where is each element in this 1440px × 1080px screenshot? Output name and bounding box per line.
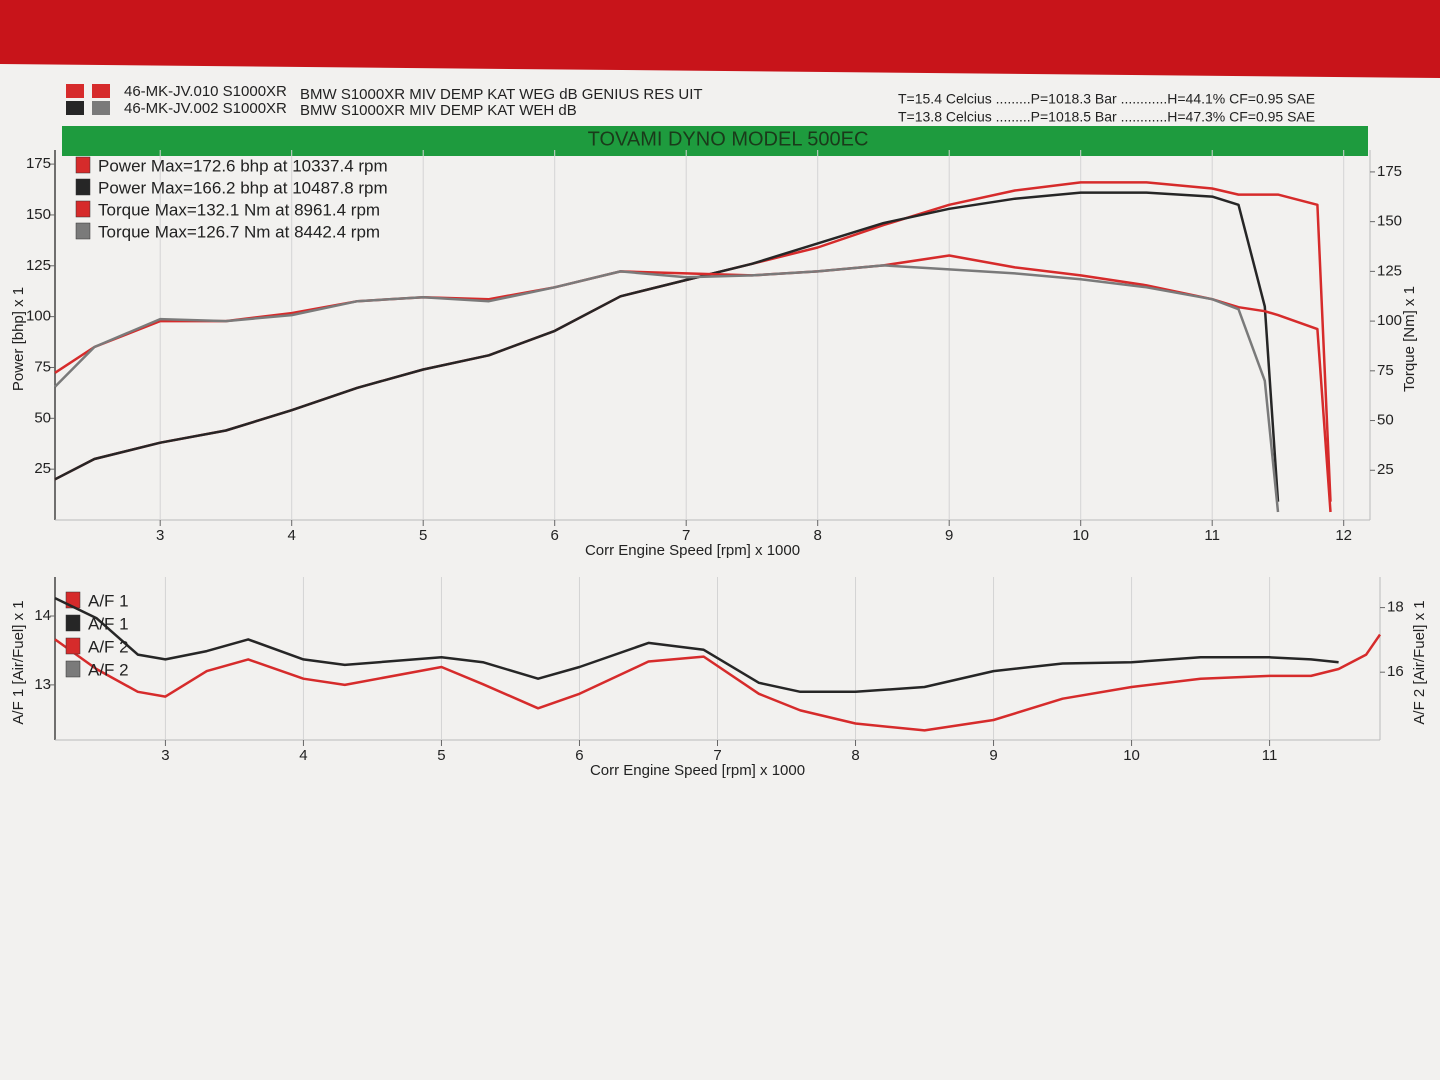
- legend-label: Torque Max=126.7 Nm at 8442.4 rpm: [98, 222, 380, 241]
- run-conditions: T=13.8 Celcius .........P=1018.5 Bar ...…: [898, 109, 1315, 125]
- legend-label: A/F 2: [88, 660, 129, 679]
- swatch: [92, 84, 110, 98]
- y2-tick-label: 18: [1387, 599, 1404, 616]
- x-tick-label: 4: [299, 747, 307, 764]
- x-tick-label: 10: [1072, 527, 1089, 544]
- legend-swatch: [65, 614, 81, 632]
- run-code: 46-MK-JV.010 S1000XR: [124, 83, 287, 100]
- legend-label: A/F 1: [88, 591, 129, 610]
- x-tick-label: 4: [288, 527, 296, 544]
- chart-title: TOVAMI DYNO MODEL 500EC: [588, 128, 869, 150]
- y2-tick-label: 16: [1387, 663, 1404, 680]
- series-line: [54, 191, 1280, 502]
- swatch: [66, 101, 84, 115]
- legend-swatch: [75, 156, 91, 174]
- legend-label: Power Max=172.6 bhp at 10337.4 rpm: [98, 156, 388, 175]
- x-tick-label: 9: [945, 527, 953, 544]
- y2-tick-label: 125: [1377, 262, 1402, 279]
- y-tick-label: 14: [34, 607, 51, 624]
- y-tick-label: 50: [34, 409, 51, 426]
- series-line: [54, 633, 1382, 732]
- paper: [0, 64, 1440, 1080]
- y-tick-label: 25: [34, 460, 51, 477]
- swatch: [66, 84, 84, 98]
- x-tick-label: 6: [551, 527, 559, 544]
- legend-swatch: [65, 660, 81, 678]
- x-tick-label: 6: [575, 747, 583, 764]
- run-conditions: T=15.4 Celcius .........P=1018.3 Bar ...…: [898, 91, 1315, 107]
- y2-tick-label: 25: [1377, 461, 1394, 478]
- y2-axis-label: A/F 2 [Air/Fuel] x 1: [1411, 600, 1428, 724]
- x-tick-label: 5: [419, 527, 427, 544]
- y-axis-label: Power [bhp] x 1: [10, 287, 27, 391]
- y2-axis-label: Torque [Nm] x 1: [1401, 286, 1418, 392]
- x-tick-label: 8: [814, 527, 822, 544]
- x-tick-label: 12: [1335, 527, 1352, 544]
- x-tick-label: 7: [713, 747, 721, 764]
- y-tick-label: 75: [34, 358, 51, 375]
- legend-label: A/F 2: [88, 637, 129, 656]
- x-tick-label: 7: [682, 527, 690, 544]
- y-tick-label: 150: [26, 206, 51, 223]
- title-bar: [62, 126, 1368, 156]
- y-tick-label: 13: [34, 676, 51, 693]
- legend-swatch: [75, 178, 91, 196]
- run-description: BMW S1000XR MIV DEMP KAT WEG dB GENIUS R…: [300, 86, 703, 103]
- y2-tick-label: 150: [1377, 213, 1402, 230]
- legend-swatch: [75, 222, 91, 240]
- swatch: [92, 101, 110, 115]
- legend-label: Power Max=166.2 bhp at 10487.8 rpm: [98, 178, 388, 197]
- x-tick-label: 3: [156, 527, 164, 544]
- y-tick-label: 125: [26, 257, 51, 274]
- y2-tick-label: 50: [1377, 412, 1394, 429]
- x-tick-label: 5: [437, 747, 445, 764]
- run-code: 46-MK-JV.002 S1000XR: [124, 100, 287, 117]
- series-line: [54, 596, 1339, 694]
- y2-tick-label: 175: [1377, 163, 1402, 180]
- legend-swatch: [65, 637, 81, 655]
- x-axis-label: Corr Engine Speed [rpm] x 1000: [585, 542, 800, 559]
- y-tick-label: 175: [26, 155, 51, 172]
- y-tick-label: 100: [26, 308, 51, 325]
- legend-swatch: [75, 200, 91, 218]
- y-axis-label: A/F 1 [Air/Fuel] x 1: [10, 600, 27, 724]
- x-tick-label: 9: [989, 747, 997, 764]
- x-tick-label: 11: [1204, 527, 1220, 544]
- y2-tick-label: 100: [1377, 312, 1402, 329]
- x-tick-label: 8: [851, 747, 859, 764]
- x-tick-label: 11: [1262, 747, 1278, 764]
- x-tick-label: 3: [161, 747, 169, 764]
- x-tick-label: 10: [1123, 747, 1140, 764]
- series-line: [54, 264, 1280, 513]
- y2-tick-label: 75: [1377, 362, 1394, 379]
- legend-label: A/F 1: [88, 614, 129, 633]
- x-axis-label: Corr Engine Speed [rpm] x 1000: [590, 762, 805, 779]
- run-description: BMW S1000XR MIV DEMP KAT WEH dB: [300, 102, 577, 119]
- legend-label: Torque Max=132.1 Nm at 8961.4 rpm: [98, 200, 380, 219]
